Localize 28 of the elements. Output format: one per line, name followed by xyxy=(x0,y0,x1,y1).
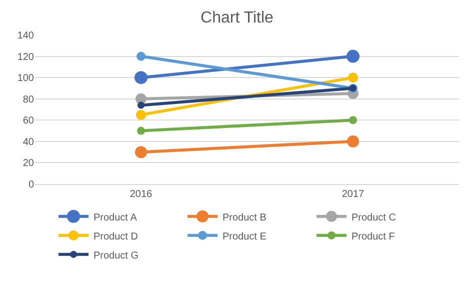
y-tick-label: 40 xyxy=(22,136,34,148)
x-tick-label: 2016 xyxy=(130,189,153,200)
point xyxy=(134,71,148,84)
legend-label: Product F xyxy=(352,231,395,242)
legend-label: Product A xyxy=(94,212,138,224)
point xyxy=(136,52,146,61)
legend-label: Product G xyxy=(94,250,139,262)
y-tick-label: 140 xyxy=(17,30,34,42)
y-tick-label: 80 xyxy=(22,94,34,106)
legend-label: Product C xyxy=(352,212,396,224)
point xyxy=(349,116,357,124)
x-tick-label: 2017 xyxy=(342,189,365,200)
y-tick-label: 60 xyxy=(22,116,34,127)
point xyxy=(347,135,359,148)
legend-label: Product E xyxy=(222,231,267,242)
point xyxy=(135,146,147,158)
y-tick-label: 120 xyxy=(17,52,34,63)
legend-label: Product D xyxy=(94,231,138,242)
point xyxy=(137,126,145,135)
point xyxy=(136,110,146,120)
point xyxy=(138,102,144,109)
y-tick-label: 100 xyxy=(17,73,34,84)
point xyxy=(348,72,358,83)
chart-title: Chart Title xyxy=(200,9,274,26)
point xyxy=(346,50,360,63)
legend-label: Product B xyxy=(222,212,267,224)
y-tick-label: 20 xyxy=(22,158,34,170)
y-tick-label: 0 xyxy=(28,180,34,190)
